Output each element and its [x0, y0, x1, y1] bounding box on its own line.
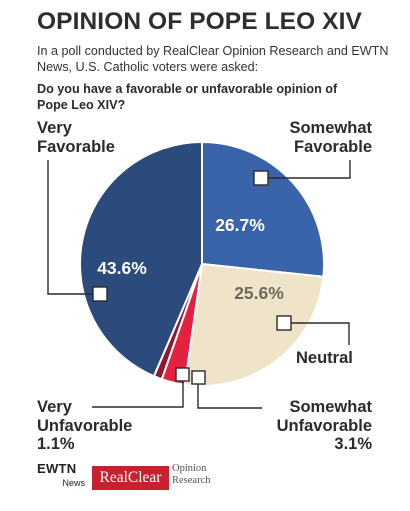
label-very-unfavorable: Very Unfavorable 1.1%	[37, 398, 137, 454]
ewtn-logo-text: EWTN	[37, 461, 77, 476]
leader-very-unfavorable	[92, 375, 184, 408]
label-very-unfavorable-name: Very Unfavorable	[37, 398, 133, 435]
pie-slice-neutral	[183, 262, 325, 388]
chart-intro: In a poll conducted by RealClear Opinion…	[37, 44, 389, 74]
ewtn-logo-subtext: News	[62, 478, 85, 488]
realclear-subtext-line-2: Research	[172, 475, 211, 486]
pie-slice-somewhat-favorable	[201, 140, 325, 278]
value-label-very-favorable: 43.6%	[97, 258, 147, 278]
leader-very-favorable	[47, 160, 100, 295]
marker-somewhat-favorable	[253, 170, 269, 186]
label-somewhat-unfavorable: Somewhat Unfavorable 3.1%	[262, 398, 372, 454]
ewtn-logo: EWTN News	[37, 462, 89, 490]
value-label-somewhat-favorable: 26.7%	[215, 215, 265, 235]
leader-neutral	[284, 322, 350, 345]
realclear-logo: RealClear	[92, 466, 169, 490]
leader-somewhat-unfavorable	[197, 378, 262, 409]
label-neutral: Neutral	[296, 349, 353, 367]
marker-very-favorable	[92, 286, 108, 302]
poll-question: Do you have a favorable or unfavorable o…	[37, 82, 338, 112]
marker-neutral	[276, 315, 292, 331]
chart-title: OPINION OF POPE LEO XIV	[37, 8, 362, 35]
leader-somewhat-favorable	[260, 160, 351, 179]
label-very-favorable: Very Favorable	[37, 119, 115, 156]
realclear-subtext-line-1: Opinion	[172, 463, 207, 474]
marker-somewhat-unfavorable	[191, 370, 206, 385]
label-somewhat-unfavorable-pct: 3.1%	[334, 435, 372, 453]
label-somewhat-unfavorable-name: Somewhat Unfavorable	[276, 398, 372, 435]
value-label-neutral: 25.6%	[234, 283, 284, 303]
label-very-unfavorable-pct: 1.1%	[37, 435, 75, 453]
pie-slice-very-favorable	[79, 140, 203, 378]
marker-very-unfavorable	[175, 367, 190, 382]
realclear-subtext: Opinion Research	[172, 463, 210, 487]
label-somewhat-favorable: Somewhat Favorable	[289, 119, 372, 156]
